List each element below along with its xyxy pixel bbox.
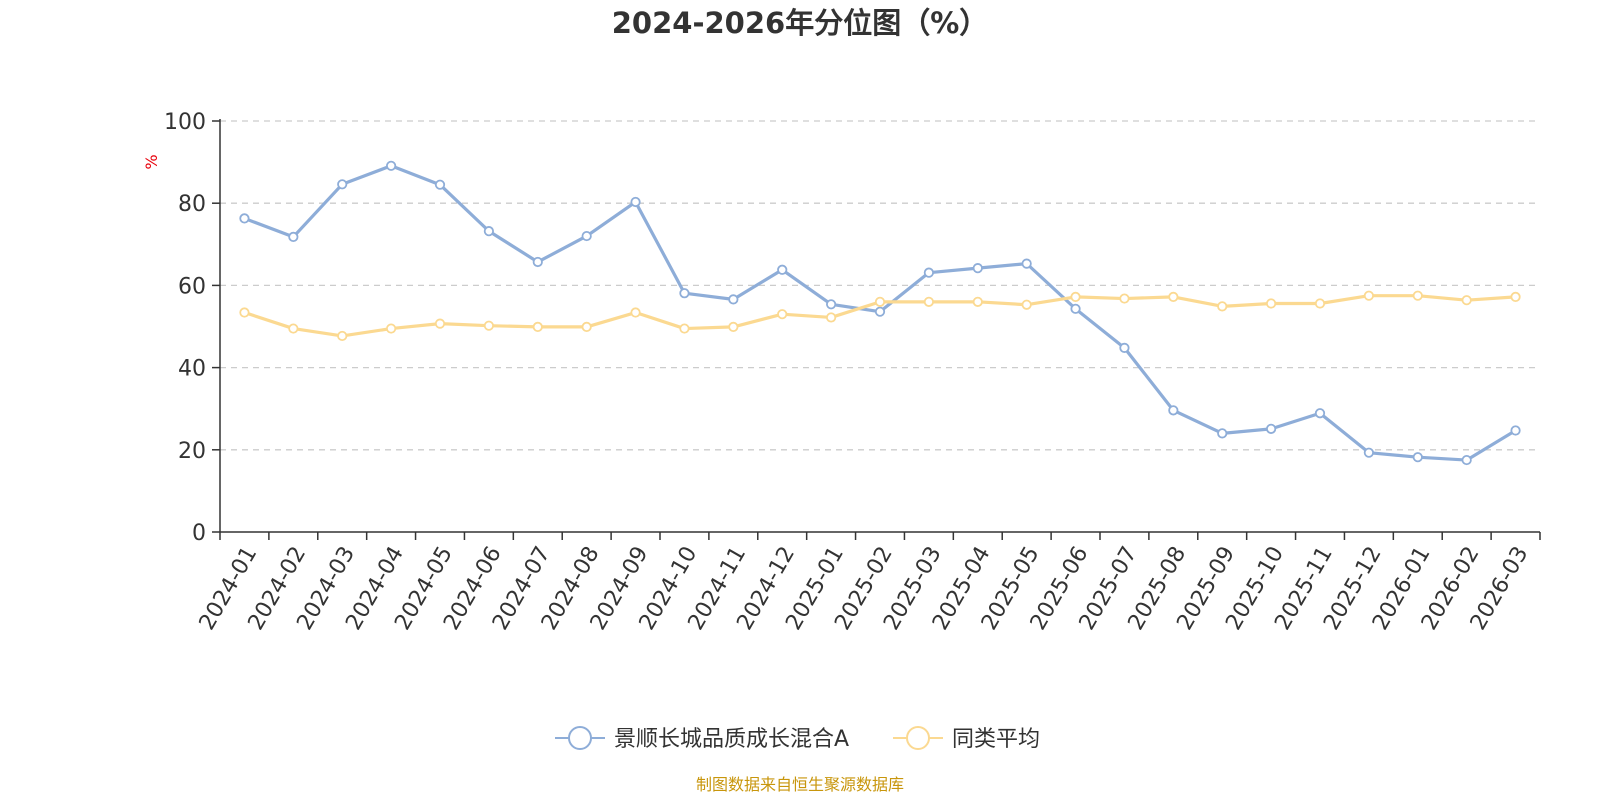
data-point xyxy=(1070,291,1081,303)
y-tick-label: 40 xyxy=(178,357,206,382)
data-point xyxy=(239,213,250,224)
data-point xyxy=(1217,301,1228,312)
legend-marker xyxy=(906,726,930,750)
data-point xyxy=(581,230,592,242)
data-point xyxy=(923,296,934,307)
data-point xyxy=(972,263,983,274)
legend-label: 景顺长城品质成长混合A xyxy=(614,727,849,752)
data-point xyxy=(434,179,446,190)
source-note: 制图数据来自恒生聚源数据库 xyxy=(696,775,904,794)
data-point xyxy=(288,231,299,243)
legend-label: 同类平均 xyxy=(952,727,1040,752)
data-point xyxy=(239,307,250,318)
data-point xyxy=(630,307,641,318)
data-point xyxy=(532,321,543,333)
data-point xyxy=(1070,303,1081,314)
chart-title: 2024-2026年分位图（%） xyxy=(612,6,989,40)
data-point xyxy=(1510,425,1521,436)
data-point xyxy=(1266,298,1277,309)
data-point xyxy=(1363,447,1374,458)
data-point xyxy=(777,264,788,275)
data-point xyxy=(337,330,348,342)
y-tick-label: 0 xyxy=(192,521,206,546)
data-point xyxy=(679,323,690,334)
data-point xyxy=(1021,299,1032,310)
y-tick-label: 80 xyxy=(178,192,206,217)
data-point xyxy=(434,318,446,329)
data-point xyxy=(972,296,983,307)
data-point xyxy=(1510,291,1521,303)
y-tick-label: 20 xyxy=(178,439,206,464)
data-point xyxy=(1314,408,1326,419)
data-point xyxy=(1217,428,1228,439)
series xyxy=(239,160,1521,466)
data-point xyxy=(826,299,837,310)
data-point xyxy=(1119,293,1130,304)
data-point xyxy=(1363,290,1374,301)
data-point xyxy=(337,179,348,190)
data-point xyxy=(386,160,397,171)
data-point xyxy=(386,323,397,334)
grid xyxy=(220,120,1540,451)
data-point xyxy=(874,306,886,317)
data-point xyxy=(826,312,837,323)
data-point xyxy=(1266,423,1277,434)
data-point xyxy=(1461,295,1472,306)
legend-marker xyxy=(568,726,592,750)
data-point xyxy=(679,288,690,299)
data-point xyxy=(532,256,543,268)
y-tick-label: 100 xyxy=(164,110,206,135)
data-point xyxy=(1412,452,1423,463)
data-point xyxy=(728,294,739,305)
data-point xyxy=(483,226,494,237)
data-point xyxy=(728,321,739,333)
data-point xyxy=(777,309,788,320)
axes: 0204060801002024-012024-022024-032024-04… xyxy=(164,110,1541,634)
data-point xyxy=(1021,258,1032,269)
data-point xyxy=(630,196,641,208)
data-point xyxy=(1168,291,1179,303)
data-point xyxy=(288,323,299,334)
data-point xyxy=(581,321,592,333)
data-point xyxy=(923,267,934,278)
data-point xyxy=(1168,405,1179,416)
data-point xyxy=(1119,342,1130,353)
y-axis-label: % xyxy=(142,154,161,169)
data-point xyxy=(1461,454,1472,466)
legend[interactable]: 景顺长城品质成长混合A 同类平均 xyxy=(555,726,1040,752)
data-point xyxy=(1314,298,1326,309)
y-tick-label: 60 xyxy=(178,274,206,299)
data-point xyxy=(1412,290,1423,301)
data-point xyxy=(483,320,494,331)
data-point xyxy=(874,296,886,307)
